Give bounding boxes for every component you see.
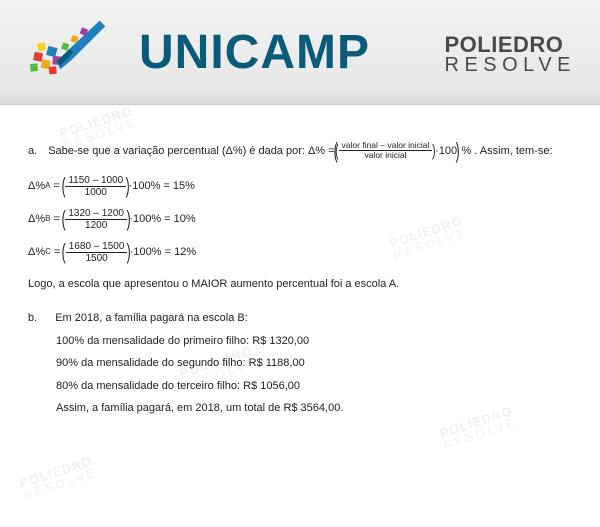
item-a-text-1: Sabe-se que a variação percentual: [48, 143, 219, 160]
item-b-label: b.: [28, 310, 37, 327]
brand-right: POLIEDRO RESOLVE: [445, 29, 577, 75]
item-a-label: a.: [28, 143, 37, 160]
brand-right-top: POLIEDRO: [445, 35, 577, 56]
item-b-line-1: 100% da mensalidade do primeiro filho: R…: [56, 333, 572, 350]
logo-mark-icon: [24, 15, 119, 90]
item-b-line-4: Assim, a família pagará, em 2018, um tot…: [56, 400, 572, 417]
item-b-intro: Em 2018, a família pagará na escola B:: [55, 310, 248, 327]
watermark-icon: POLIEDRORESOLVE: [18, 454, 99, 502]
item-b-line-3: 80% da mensalidade do terceiro filho: R$…: [56, 378, 572, 395]
formula-row-a: Δ%A = ( 1150 – 10001000 ) ·100% = 15%: [28, 175, 572, 198]
item-a-delta: (Δ%): [222, 143, 246, 160]
item-a-text-3: % . Assim, tem-se:: [461, 143, 552, 160]
item-b: b. Em 2018, a família pagará na escola B…: [28, 310, 572, 417]
formula-row-c: Δ%C = ( 1680 – 15001500 ) ·100% = 12%: [28, 241, 572, 264]
formula-row-b: Δ%B = ( 1320 – 12001200 ) ·100% = 10%: [28, 208, 572, 231]
item-a-intro: a. Sabe-se que a variação percentual (Δ%…: [28, 141, 572, 161]
item-a-conclusion: Logo, a escola que apresentou o MAIOR au…: [28, 276, 572, 293]
item-a-text-2: é dada por:: [249, 143, 305, 160]
content: POLIEDRORESOLVE POLIEDRORESOLVE POLIEDRO…: [0, 105, 600, 433]
brand-right-bottom: RESOLVE: [445, 56, 577, 75]
header: UNICAMP POLIEDRO RESOLVE: [0, 0, 600, 105]
brand-main: UNICAMP: [139, 25, 370, 80]
item-b-line-2: 90% da mensalidade do segundo filho: R$ …: [56, 355, 572, 372]
item-a-formula-def: Δ% = (( valor final – valor inicial valo…: [308, 141, 459, 161]
